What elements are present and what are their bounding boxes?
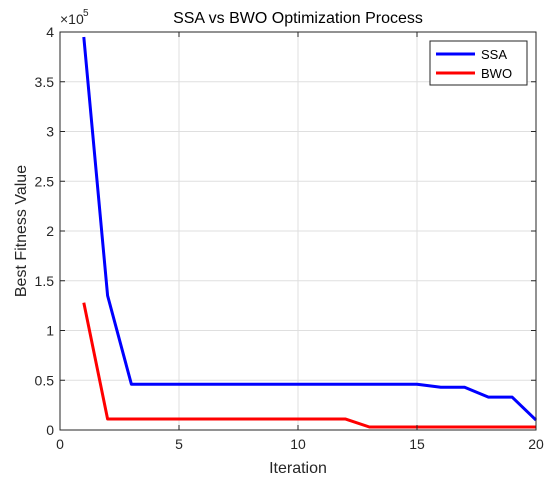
x-tick-label: 0: [56, 436, 64, 452]
x-tick-label: 10: [290, 436, 306, 452]
y-tick-label: 0: [46, 422, 54, 438]
x-tick-label: 15: [409, 436, 425, 452]
legend-label-ssa: SSA: [481, 47, 507, 62]
series-lines: [82, 36, 538, 429]
legend-box: [429, 40, 528, 86]
y-exponent-base: ×10: [60, 11, 84, 27]
x-tick-label: 5: [175, 436, 183, 452]
y-tick-label: 2.5: [35, 173, 55, 189]
x-tick-label: 20: [528, 436, 544, 452]
y-tick-label: 4: [46, 24, 54, 40]
y-axis-ticks: 0 0.5 1 1.5 2 2.5 3 3.5 4: [35, 24, 536, 438]
legend-items: SSA BWO: [436, 47, 512, 81]
chart-title: SSA vs BWO Optimization Process: [173, 10, 423, 27]
y-tick-label: 3: [46, 124, 54, 140]
y-exponent-power: 5: [83, 8, 89, 19]
series-line-ssa: [82, 36, 538, 422]
legend-label-bwo: BWO: [481, 66, 512, 81]
y-tick-label: 1.5: [35, 273, 55, 289]
y-tick-label: 3.5: [35, 74, 55, 90]
x-axis-ticks: 0 5 10 15 20: [56, 32, 544, 452]
x-axis-label: Iteration: [269, 460, 327, 477]
series-line-bwo: [82, 302, 536, 429]
legend: SSA BWO: [429, 40, 528, 86]
y-axis-label: Best Fitness Value: [13, 165, 30, 297]
y-axis-exponent: ×10 5: [60, 8, 89, 27]
y-tick-label: 0.5: [35, 372, 55, 388]
y-tick-label: 2: [46, 223, 54, 239]
y-tick-label: 1: [46, 323, 54, 339]
